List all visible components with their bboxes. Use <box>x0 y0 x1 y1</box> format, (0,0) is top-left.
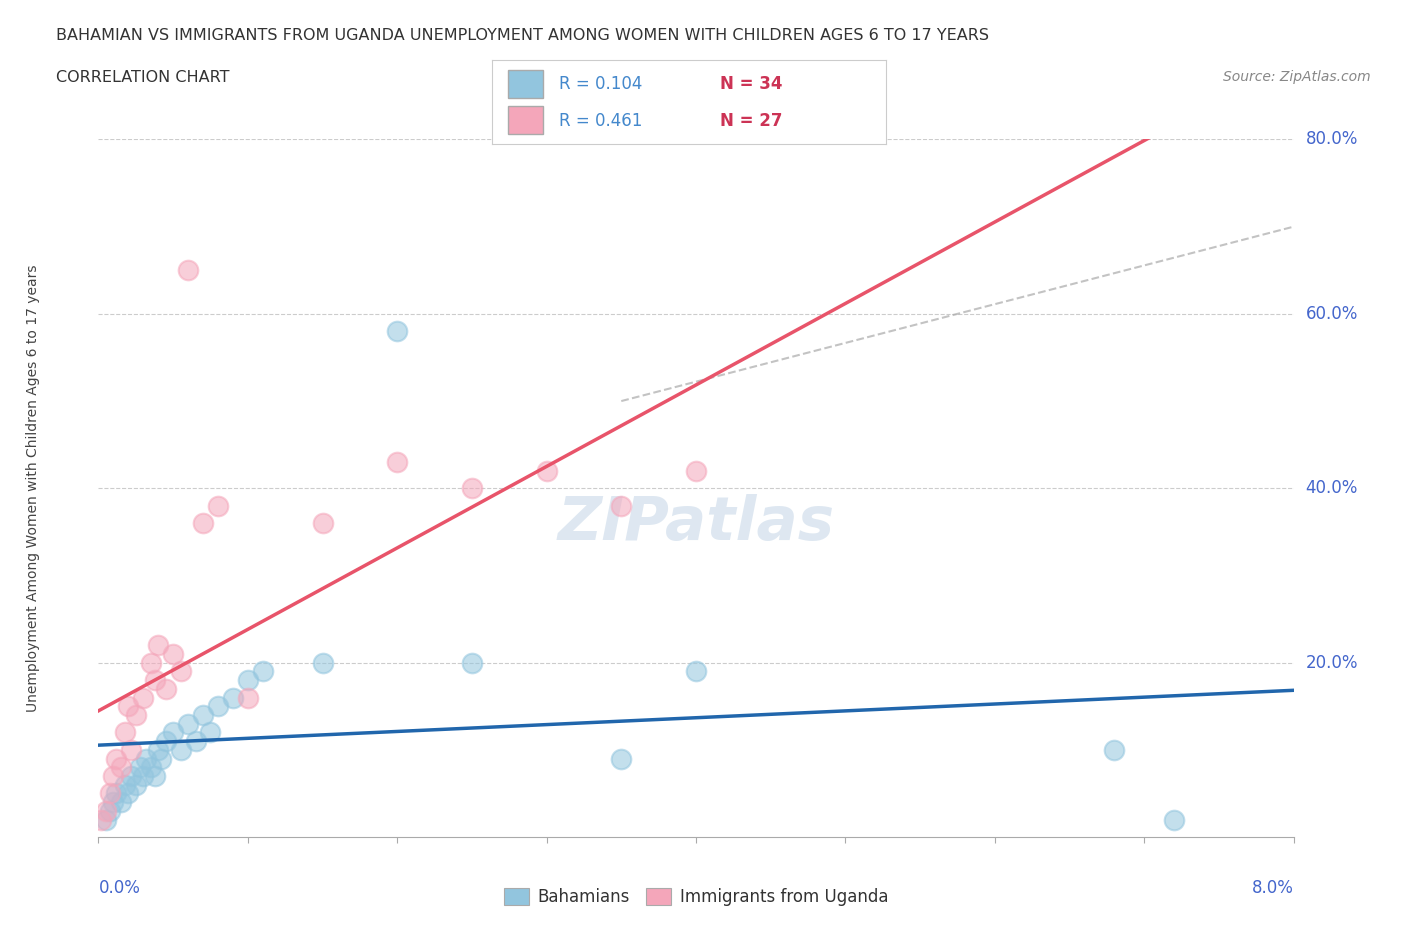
Point <box>236 672 259 687</box>
Text: Unemployment Among Women with Children Ages 6 to 17 years: Unemployment Among Women with Children A… <box>25 264 39 712</box>
Point <box>461 481 484 496</box>
Point <box>1102 742 1125 757</box>
Point <box>143 672 166 687</box>
Point <box>311 655 333 670</box>
Point <box>685 463 707 478</box>
Text: Source: ZipAtlas.com: Source: ZipAtlas.com <box>1223 70 1371 84</box>
Point <box>184 734 207 749</box>
Point <box>143 768 166 783</box>
Point <box>120 768 142 783</box>
Point <box>132 690 155 705</box>
Point <box>162 646 184 661</box>
Legend: Bahamians, Immigrants from Uganda: Bahamians, Immigrants from Uganda <box>498 881 894 912</box>
Point <box>94 812 117 827</box>
Text: 40.0%: 40.0% <box>1305 479 1358 498</box>
Point <box>191 515 214 530</box>
Point <box>155 682 177 697</box>
Point <box>155 734 177 749</box>
Point <box>177 263 200 278</box>
Point <box>222 690 245 705</box>
Text: R = 0.104: R = 0.104 <box>560 75 643 93</box>
Text: 60.0%: 60.0% <box>1305 305 1358 323</box>
Point <box>125 708 148 723</box>
Point <box>177 716 200 731</box>
Point <box>148 742 170 757</box>
Point <box>135 751 157 766</box>
Point <box>252 664 274 679</box>
Point <box>610 498 633 513</box>
Point <box>207 498 229 513</box>
Point <box>148 638 170 653</box>
Point <box>120 742 142 757</box>
Point <box>117 698 139 713</box>
Point <box>150 751 173 766</box>
Point <box>103 794 125 809</box>
Point <box>105 786 128 801</box>
Point <box>125 777 148 792</box>
Text: 80.0%: 80.0% <box>1305 130 1358 149</box>
Point <box>94 804 117 818</box>
Point <box>1163 812 1185 827</box>
Point <box>114 725 136 740</box>
Point <box>207 698 229 713</box>
Point <box>685 664 707 679</box>
Point <box>139 760 162 775</box>
Text: N = 34: N = 34 <box>720 75 783 93</box>
Point <box>132 768 155 783</box>
Point <box>98 786 122 801</box>
Point <box>129 760 152 775</box>
Point <box>162 725 184 740</box>
Point <box>105 751 128 766</box>
Point <box>103 768 125 783</box>
Text: 0.0%: 0.0% <box>98 879 141 897</box>
Point <box>98 804 122 818</box>
Point <box>191 708 214 723</box>
FancyBboxPatch shape <box>508 71 543 99</box>
Point <box>169 664 191 679</box>
Text: N = 27: N = 27 <box>720 112 783 129</box>
Point <box>610 751 633 766</box>
Text: ZIPatlas: ZIPatlas <box>557 494 835 552</box>
Point <box>200 725 222 740</box>
Point <box>117 786 139 801</box>
Text: BAHAMIAN VS IMMIGRANTS FROM UGANDA UNEMPLOYMENT AMONG WOMEN WITH CHILDREN AGES 6: BAHAMIAN VS IMMIGRANTS FROM UGANDA UNEMP… <box>56 28 990 43</box>
Point <box>90 812 112 827</box>
Text: R = 0.461: R = 0.461 <box>560 112 643 129</box>
Point <box>461 655 484 670</box>
Point <box>114 777 136 792</box>
Point <box>385 324 409 339</box>
Point <box>169 742 191 757</box>
Text: 20.0%: 20.0% <box>1305 654 1358 671</box>
Text: 8.0%: 8.0% <box>1251 879 1294 897</box>
Point <box>311 515 333 530</box>
Point <box>536 463 558 478</box>
Point <box>236 690 259 705</box>
Point <box>385 455 409 470</box>
Point <box>110 794 132 809</box>
FancyBboxPatch shape <box>508 107 543 134</box>
Text: CORRELATION CHART: CORRELATION CHART <box>56 70 229 85</box>
Point <box>110 760 132 775</box>
Point <box>139 655 162 670</box>
